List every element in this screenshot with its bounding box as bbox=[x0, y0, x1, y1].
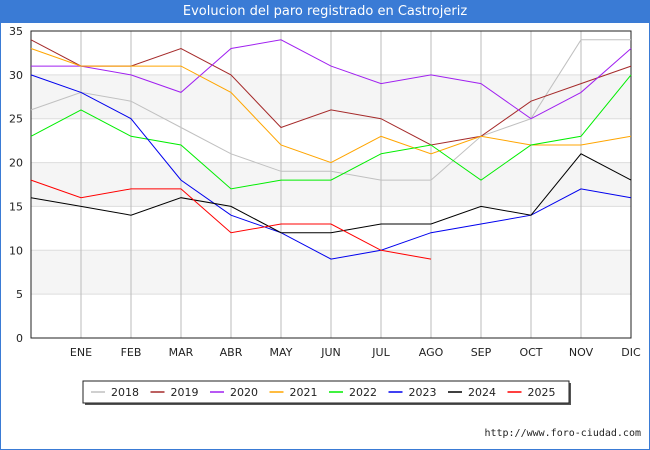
x-tick-label: AGO bbox=[419, 346, 444, 359]
legend-label-2018: 2018 bbox=[111, 386, 139, 399]
legend-label-2020: 2020 bbox=[230, 386, 258, 399]
legend-label-2025: 2025 bbox=[528, 386, 556, 399]
y-tick-label: 30 bbox=[9, 69, 23, 82]
y-tick-label: 25 bbox=[9, 113, 23, 126]
legend-label-2021: 2021 bbox=[290, 386, 318, 399]
x-tick-label: JUN bbox=[320, 346, 341, 359]
legend-label-2022: 2022 bbox=[349, 386, 377, 399]
series-line-2024 bbox=[30, 153, 632, 234]
y-tick-label: 0 bbox=[16, 332, 23, 345]
x-tick-label: ABR bbox=[220, 346, 243, 359]
y-tick-label: 5 bbox=[16, 288, 23, 301]
series-line-2025 bbox=[30, 179, 432, 260]
x-tick-label: JUL bbox=[371, 346, 390, 359]
y-tick-label: 10 bbox=[9, 244, 23, 257]
plot-frame bbox=[30, 30, 632, 339]
footer-url: http://www.foro-ciudad.com bbox=[484, 428, 641, 439]
x-tick-label: SEP bbox=[471, 346, 492, 359]
x-tick-label: MAY bbox=[270, 346, 293, 359]
y-tick-label: 15 bbox=[9, 200, 23, 213]
y-tick-label: 20 bbox=[9, 157, 23, 170]
legend-label-2024: 2024 bbox=[468, 386, 496, 399]
series-line-2020 bbox=[31, 39, 632, 120]
x-tick-label: ENE bbox=[70, 346, 92, 359]
legend-label-2023: 2023 bbox=[409, 386, 437, 399]
x-tick-label: DIC bbox=[621, 346, 641, 359]
legend-box bbox=[82, 380, 570, 404]
x-tick-label: MAR bbox=[169, 346, 194, 359]
legend-label-2019: 2019 bbox=[171, 386, 199, 399]
chart-title: Evolucion del paro registrado en Castroj… bbox=[1, 1, 649, 23]
x-tick-label: FEB bbox=[121, 346, 142, 359]
series-line-2022 bbox=[30, 74, 632, 190]
x-tick-label: NOV bbox=[569, 346, 594, 359]
x-tick-label: OCT bbox=[519, 346, 542, 359]
y-tick-label: 35 bbox=[9, 25, 23, 38]
